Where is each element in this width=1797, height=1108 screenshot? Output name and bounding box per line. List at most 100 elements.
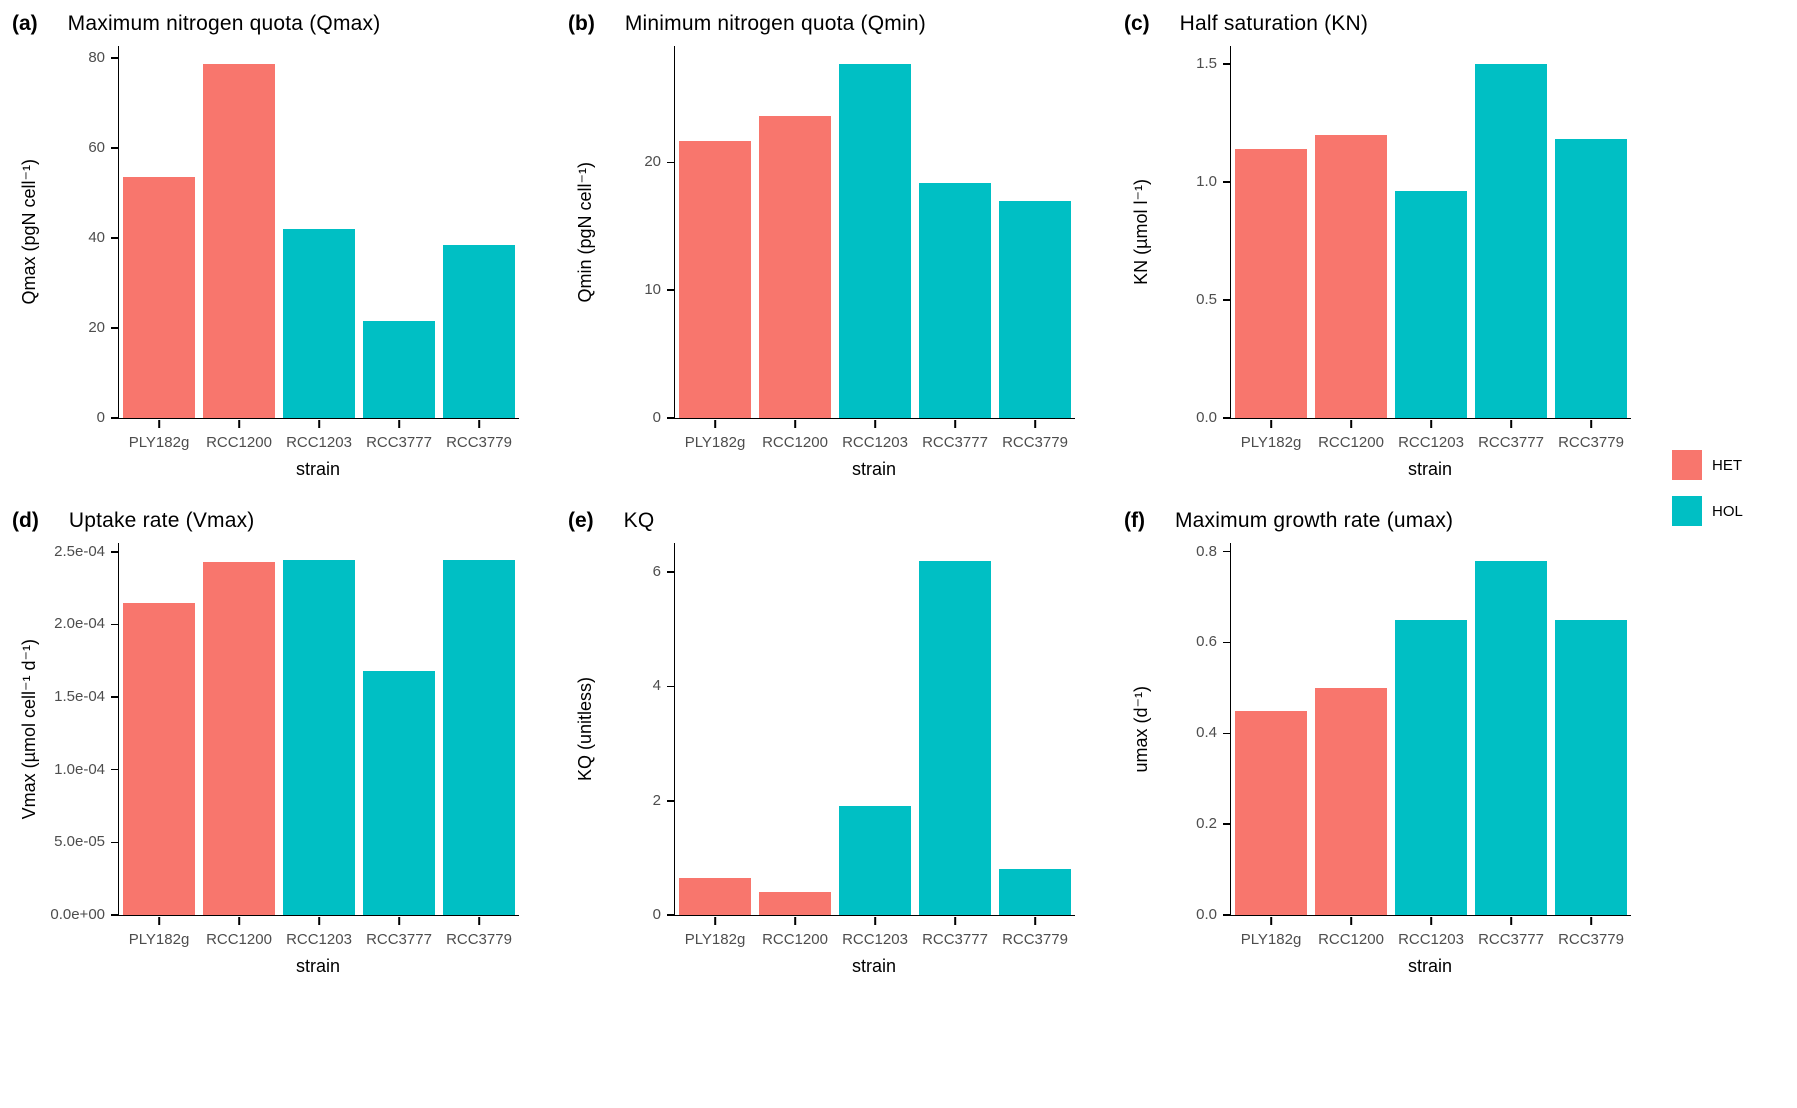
bar-RCC1200: [203, 561, 275, 915]
y-tick-label: 0.0: [1196, 906, 1217, 923]
x-tick-label: RCC1203: [842, 931, 908, 948]
x-tick-mark: [1590, 419, 1592, 428]
bar-RCC3779: [999, 200, 1071, 418]
x-tick-label: PLY182g: [128, 931, 190, 948]
panel-b: (b) Minimum nitrogen quota (Qmin) Qmin (pg…: [560, 8, 1116, 505]
bar-PLY182g: [679, 140, 751, 418]
bar-PLY182g: [1235, 710, 1307, 915]
y-tick-label: 0.6: [1196, 633, 1217, 651]
x-axis-title: strain: [295, 956, 340, 976]
x-tick-label: RCC3777: [366, 931, 432, 948]
bar-RCC1200: [1315, 687, 1387, 915]
x-tick-label: RCC1200: [762, 931, 828, 948]
x-tick-mark: [954, 419, 956, 428]
plot-box: 0 20 40 60 80 PLY182g RCC1200 RCC1203 RCC3777 RCC…: [88, 46, 519, 451]
legend-swatch-het: [1672, 450, 1702, 480]
plot-area: 0.0 0.5 1.0 1.5 PLY182g RCC1200 RCC1203 RCC3777…: [1196, 46, 1631, 480]
y-tick-label: 1.0e-04: [54, 760, 105, 778]
y-tick-label: 60: [88, 138, 105, 156]
x-tick-mark: [158, 419, 160, 428]
y-tick-label: 0.0: [1196, 409, 1217, 426]
x-tick-label: RCC1200: [206, 434, 272, 451]
y-tick-mark: [111, 914, 119, 916]
legend-label: HET: [1712, 456, 1742, 474]
y-tick-mark: [667, 289, 675, 291]
x-tick-mark: [794, 916, 796, 925]
x-tick-label: RCC3777: [922, 434, 988, 451]
x-tick-label: PLY182g: [128, 434, 190, 451]
y-tick-mark: [111, 146, 119, 149]
y-tick-mark: [111, 327, 119, 329]
legend-item-hol: HOL: [1672, 496, 1797, 526]
y-tick-mark: [111, 768, 119, 771]
y-tick-mark: [667, 571, 675, 573]
x-axis-title: strain: [851, 956, 896, 976]
x-tick-mark: [1034, 916, 1036, 925]
bar-PLY182g: [1235, 148, 1307, 418]
x-tick-mark: [1430, 419, 1432, 428]
x-tick-mark: [954, 916, 956, 925]
legend-label: HOL: [1712, 502, 1743, 520]
y-tick-mark: [1223, 732, 1231, 735]
panel-header: (a) Maximum nitrogen quota (Qmax): [12, 12, 560, 36]
bar-RCC3777: [363, 321, 435, 418]
y-tick-label: 0.8: [1196, 542, 1217, 560]
y-axis-title-text: KQ (unitless): [574, 676, 595, 782]
plot-box: 0.0e+00 5.0e-05 1.0e-04 1.5e-04 2.0e-04 2.5e-…: [50, 543, 519, 948]
y-tick-label: 1.5: [1196, 54, 1217, 72]
panel-tag: (b): [568, 12, 595, 35]
x-tick-mark: [398, 916, 400, 925]
x-tick-mark: [1430, 916, 1432, 925]
panel-title: Maximum nitrogen quota (Qmax): [67, 12, 381, 35]
x-tick-mark: [1034, 419, 1036, 428]
bar-RCC1203: [839, 806, 911, 915]
y-tick-mark: [667, 685, 675, 688]
panel-header: (c) Half saturation (KN): [1124, 12, 1672, 36]
y-tick-label: 20: [644, 153, 661, 171]
x-tick-mark: [318, 419, 320, 428]
y-tick-label: 0.0e+00: [50, 906, 105, 923]
y-tick-mark: [111, 696, 119, 698]
bar-RCC3777: [919, 182, 991, 418]
y-tick-label: 0: [652, 409, 661, 426]
bar-RCC1203: [1395, 191, 1467, 418]
bar-PLY182g: [679, 877, 751, 915]
y-tick-label: 4: [652, 677, 661, 695]
bar-RCC1200: [203, 63, 275, 418]
y-tick-label: 40: [88, 228, 105, 246]
y-tick-label: 20: [88, 318, 105, 336]
x-tick-label: PLY182g: [684, 931, 746, 948]
x-tick-mark: [478, 916, 480, 925]
panel-tag: (f): [1124, 509, 1145, 532]
panel-title: KQ: [623, 509, 655, 532]
x-tick-label: RCC1200: [762, 434, 828, 451]
y-tick-mark: [111, 237, 119, 239]
panel-header: (b) Minimum nitrogen quota (Qmin): [568, 12, 1116, 36]
y-tick-mark: [1223, 181, 1231, 183]
x-tick-label: PLY182g: [1240, 434, 1302, 451]
y-tick-label: 0: [96, 409, 105, 426]
bar-RCC1203: [283, 560, 355, 915]
x-tick-label: RCC3777: [1478, 434, 1544, 451]
bar-RCC1203: [1395, 619, 1467, 915]
y-axis-title-text: umax (d⁻¹): [1131, 685, 1151, 773]
y-tick-label: 2.0e-04: [54, 615, 105, 633]
y-tick-mark: [111, 841, 119, 844]
x-tick-label: RCC3779: [446, 931, 512, 948]
panel-title: Maximum growth rate (umax): [1174, 509, 1454, 532]
plot-area: 0.0 0.2 0.4 0.6 0.8 PLY182g RCC1200 RCC1203 RCC3…: [1196, 543, 1631, 977]
x-tick-mark: [398, 419, 400, 428]
y-tick-mark: [111, 550, 119, 553]
panel-header: (e) KQ: [568, 509, 1116, 533]
legend: HET HOL: [1672, 8, 1797, 1108]
y-axis-title-text: Vmax (µmol cell⁻¹ d⁻¹): [19, 638, 39, 820]
x-tick-mark: [1510, 419, 1512, 428]
plot-area: 0 20 40 60 80 PLY182g RCC1200 RCC1203 RCC3777 RCC…: [88, 46, 519, 480]
panel-body: Vmax (µmol cell⁻¹ d⁻¹) 0.0e+00 5.0e-05 1.0e…: [12, 543, 560, 977]
x-tick-label: RCC3779: [1002, 931, 1068, 948]
x-tick-label: RCC3779: [1558, 931, 1624, 948]
x-tick-mark: [714, 916, 716, 925]
bar-RCC3779: [1555, 139, 1627, 418]
panel-d: (d) Uptake rate (Vmax) Vmax (µmol cell⁻¹ d…: [4, 505, 560, 1002]
x-tick-label: PLY182g: [1240, 931, 1302, 948]
